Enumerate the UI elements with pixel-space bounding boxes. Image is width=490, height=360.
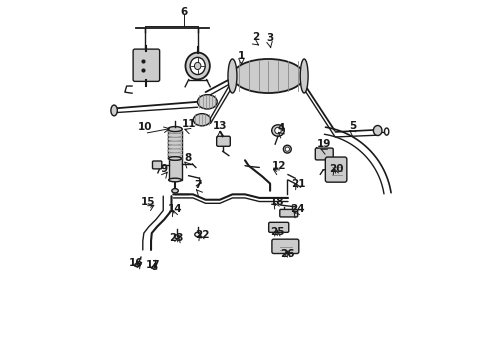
FancyBboxPatch shape <box>133 49 160 81</box>
Text: 17: 17 <box>146 260 161 270</box>
Ellipse shape <box>385 128 389 135</box>
FancyBboxPatch shape <box>217 136 230 146</box>
FancyBboxPatch shape <box>169 158 181 180</box>
Ellipse shape <box>152 266 157 269</box>
Ellipse shape <box>186 53 210 80</box>
Ellipse shape <box>135 263 140 267</box>
Ellipse shape <box>168 127 182 132</box>
Ellipse shape <box>168 156 182 161</box>
Ellipse shape <box>169 157 181 160</box>
Text: 7: 7 <box>195 180 202 190</box>
Text: 21: 21 <box>292 179 306 189</box>
Ellipse shape <box>194 114 211 126</box>
Ellipse shape <box>111 105 117 116</box>
Ellipse shape <box>190 57 205 75</box>
Ellipse shape <box>168 152 182 157</box>
Ellipse shape <box>168 129 182 134</box>
Text: 23: 23 <box>170 233 184 243</box>
Text: 14: 14 <box>168 204 182 215</box>
Text: 25: 25 <box>270 227 285 237</box>
Text: 3: 3 <box>267 33 274 43</box>
Ellipse shape <box>232 59 304 93</box>
Ellipse shape <box>228 59 237 93</box>
Text: 12: 12 <box>272 161 286 171</box>
Ellipse shape <box>168 145 182 149</box>
FancyBboxPatch shape <box>325 157 347 182</box>
Ellipse shape <box>373 126 382 135</box>
Text: 4: 4 <box>277 123 285 133</box>
Text: 1: 1 <box>238 51 245 61</box>
Text: 22: 22 <box>195 230 209 239</box>
Ellipse shape <box>272 125 284 136</box>
FancyBboxPatch shape <box>315 148 333 160</box>
Text: 2: 2 <box>252 32 259 41</box>
Text: 26: 26 <box>280 248 294 258</box>
Ellipse shape <box>197 95 217 109</box>
Text: 11: 11 <box>182 120 196 129</box>
FancyBboxPatch shape <box>280 210 298 217</box>
Text: 13: 13 <box>213 121 227 131</box>
Text: 5: 5 <box>349 121 356 131</box>
FancyBboxPatch shape <box>272 239 299 253</box>
Ellipse shape <box>275 127 281 134</box>
Ellipse shape <box>172 189 178 193</box>
Text: 15: 15 <box>141 197 155 207</box>
FancyBboxPatch shape <box>152 161 162 169</box>
Ellipse shape <box>300 59 308 93</box>
Ellipse shape <box>285 147 290 151</box>
Ellipse shape <box>168 137 182 141</box>
Text: 16: 16 <box>128 258 143 268</box>
Ellipse shape <box>195 62 201 69</box>
Text: 9: 9 <box>161 164 168 174</box>
Text: 18: 18 <box>270 197 285 207</box>
Text: 10: 10 <box>137 122 152 132</box>
Ellipse shape <box>168 141 182 145</box>
Text: 6: 6 <box>180 7 188 17</box>
Text: 8: 8 <box>184 153 191 163</box>
Ellipse shape <box>168 133 182 137</box>
Ellipse shape <box>283 145 291 153</box>
Ellipse shape <box>168 149 182 153</box>
Text: 19: 19 <box>317 139 331 149</box>
Text: 24: 24 <box>290 204 304 215</box>
FancyBboxPatch shape <box>269 222 289 232</box>
Ellipse shape <box>169 178 181 182</box>
Text: 20: 20 <box>329 164 343 174</box>
